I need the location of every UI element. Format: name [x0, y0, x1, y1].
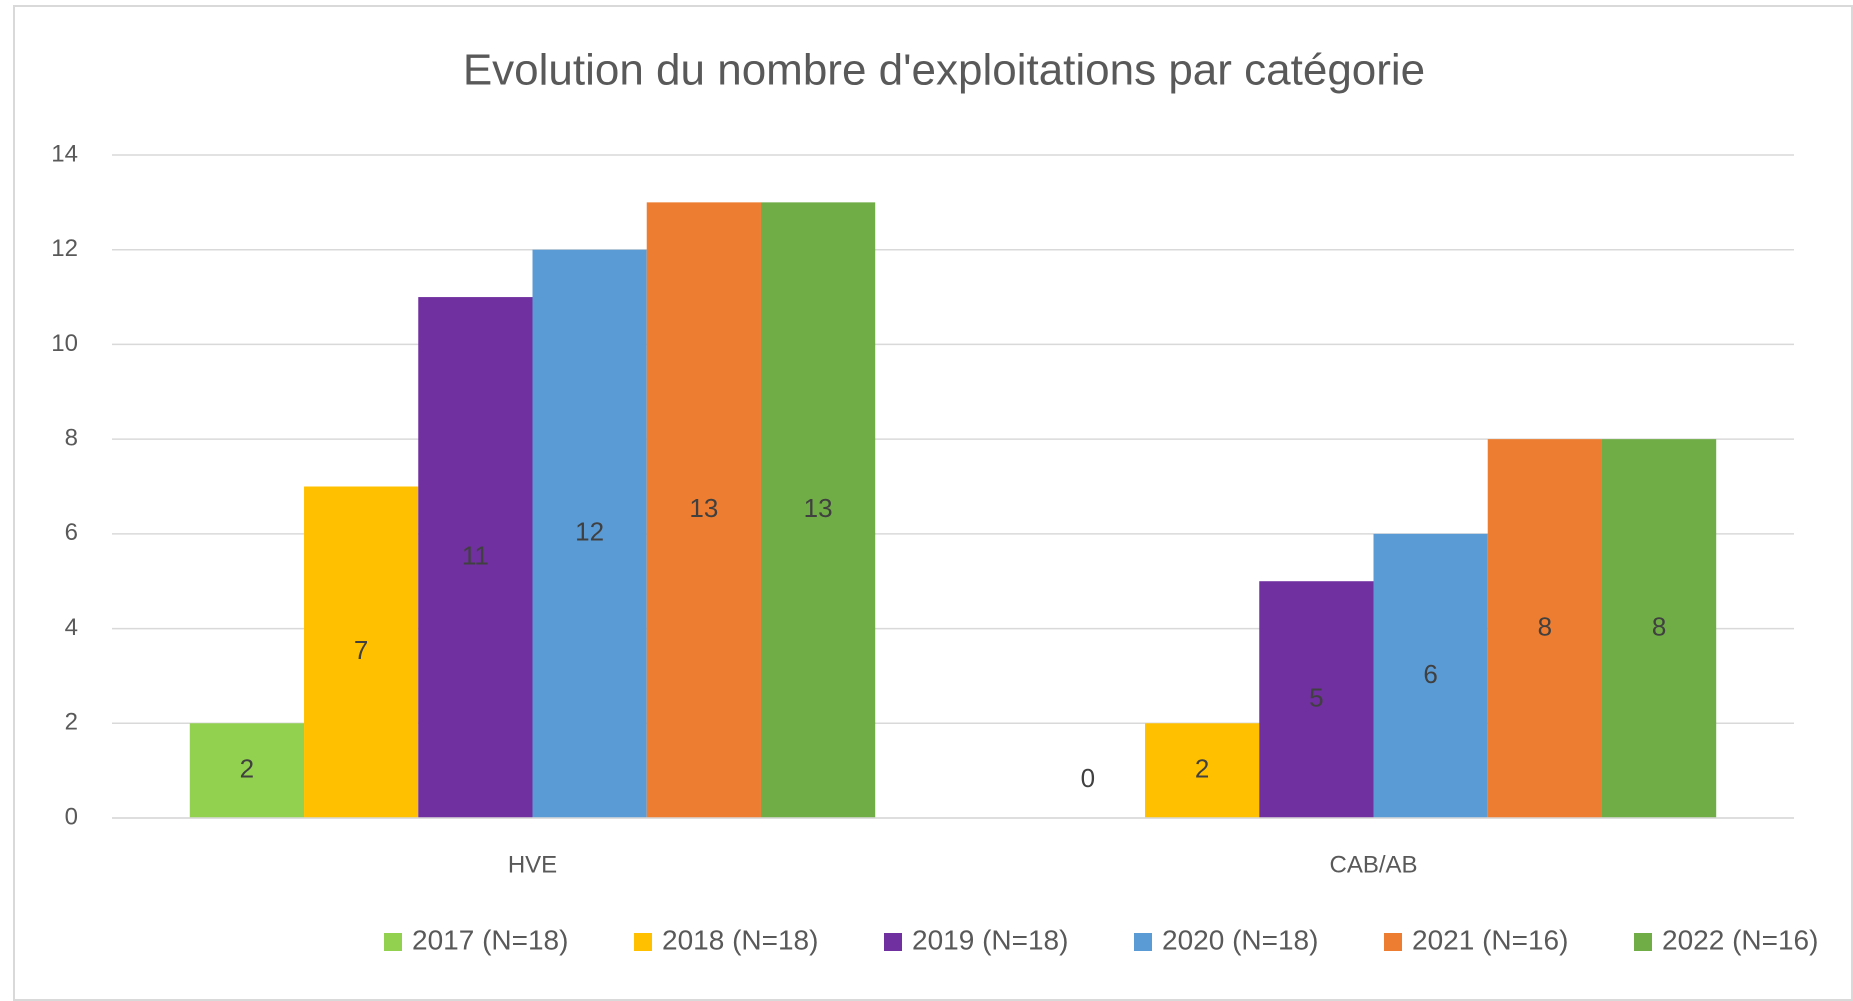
legend-swatch	[884, 933, 902, 951]
legend-label: 2017 (N=18)	[412, 924, 568, 955]
data-label: 2	[240, 754, 254, 784]
y-tick-label: 10	[51, 330, 78, 357]
y-tick-label: 14	[51, 140, 78, 167]
legend-swatch	[1634, 933, 1652, 951]
data-label: 0	[1081, 763, 1095, 793]
data-label: 11	[462, 540, 489, 570]
legend-swatch	[1134, 933, 1152, 951]
bar	[1145, 723, 1260, 818]
y-tick-label: 12	[51, 235, 78, 262]
data-label: 7	[354, 635, 368, 665]
legend-label: 2020 (N=18)	[1162, 924, 1318, 955]
legend-swatch	[384, 933, 402, 951]
bar	[1601, 439, 1717, 818]
y-tick-label: 6	[65, 519, 78, 546]
bar	[532, 249, 647, 818]
data-label: 12	[575, 517, 604, 547]
y-tick-label: 4	[65, 614, 78, 641]
bar	[646, 202, 761, 818]
bar	[189, 723, 305, 818]
x-tick-label: HVE	[508, 851, 557, 878]
y-tick-label: 8	[65, 424, 78, 451]
legend-swatch	[634, 933, 652, 951]
data-label: 13	[804, 493, 833, 523]
bar	[1259, 581, 1374, 818]
legend-label: 2018 (N=18)	[662, 924, 818, 955]
data-label: 8	[1652, 611, 1666, 641]
data-label: 8	[1538, 611, 1552, 641]
legend-label: 2021 (N=16)	[1412, 924, 1568, 955]
bar	[1373, 533, 1488, 818]
data-label: 5	[1309, 682, 1323, 712]
legend-swatch	[1384, 933, 1402, 951]
bar	[760, 202, 876, 818]
chart-title: Evolution du nombre d'exploitations par …	[463, 46, 1425, 95]
bar	[418, 297, 533, 819]
y-tick-label: 2	[65, 709, 78, 736]
legend-label: 2019 (N=18)	[912, 924, 1068, 955]
legend-label: 2022 (N=16)	[1662, 924, 1818, 955]
data-label: 13	[689, 493, 718, 523]
data-label: 2	[1195, 754, 1209, 784]
data-label: 6	[1423, 659, 1437, 689]
bar	[1487, 439, 1602, 818]
x-tick-label: CAB/AB	[1329, 851, 1417, 878]
y-tick-label: 0	[65, 803, 78, 830]
bar	[304, 486, 419, 818]
